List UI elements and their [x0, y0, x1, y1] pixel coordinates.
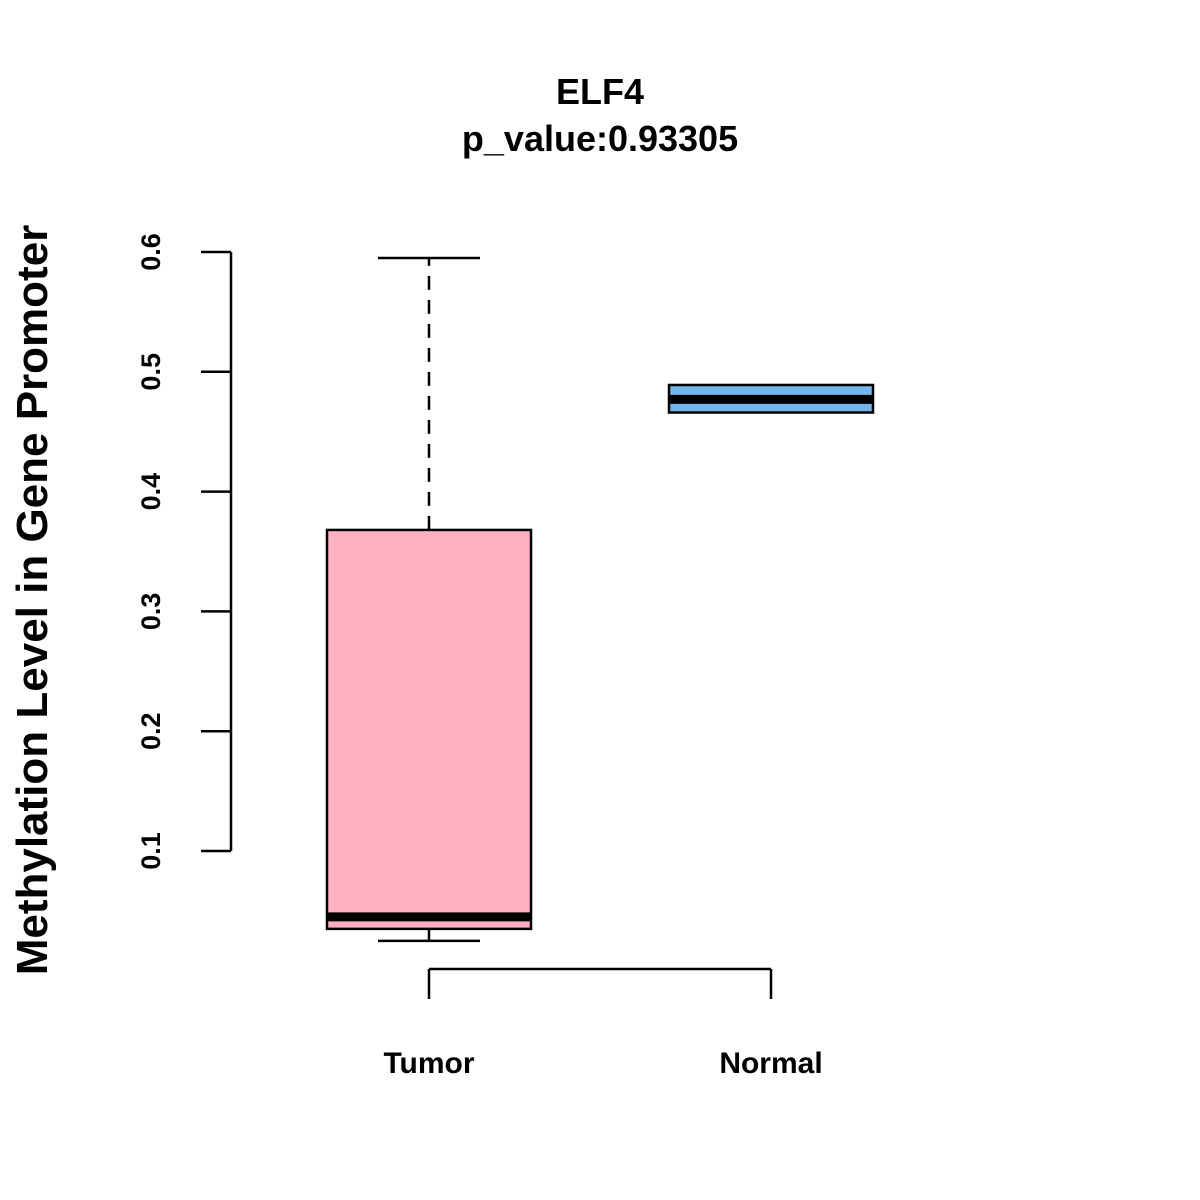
x-tick-label: Normal: [719, 1047, 822, 1080]
y-tick-label: 0.4: [136, 473, 166, 511]
box-series: [325, 256, 875, 943]
box-body: [325, 528, 533, 931]
y-axis-label: Methylation Level in Gene Promoter: [8, 225, 57, 976]
box-normal: [667, 383, 875, 414]
y-tick-label: 0.1: [136, 832, 166, 870]
y-axis: 0.1 0.2 0.3 0.4 0.5 0.6: [136, 233, 233, 870]
box-tumor: [325, 256, 533, 943]
y-tick-label: 0.6: [136, 233, 166, 271]
y-tick-label: 0.5: [136, 353, 166, 391]
chart-title: ELF4: [556, 71, 644, 112]
x-tick-label: Tumor: [383, 1047, 474, 1080]
x-axis: Tumor Normal: [383, 967, 823, 1080]
y-tick-label: 0.3: [136, 593, 166, 631]
chart-subtitle: p_value:0.93305: [462, 118, 738, 159]
y-tick-label: 0.2: [136, 712, 166, 750]
